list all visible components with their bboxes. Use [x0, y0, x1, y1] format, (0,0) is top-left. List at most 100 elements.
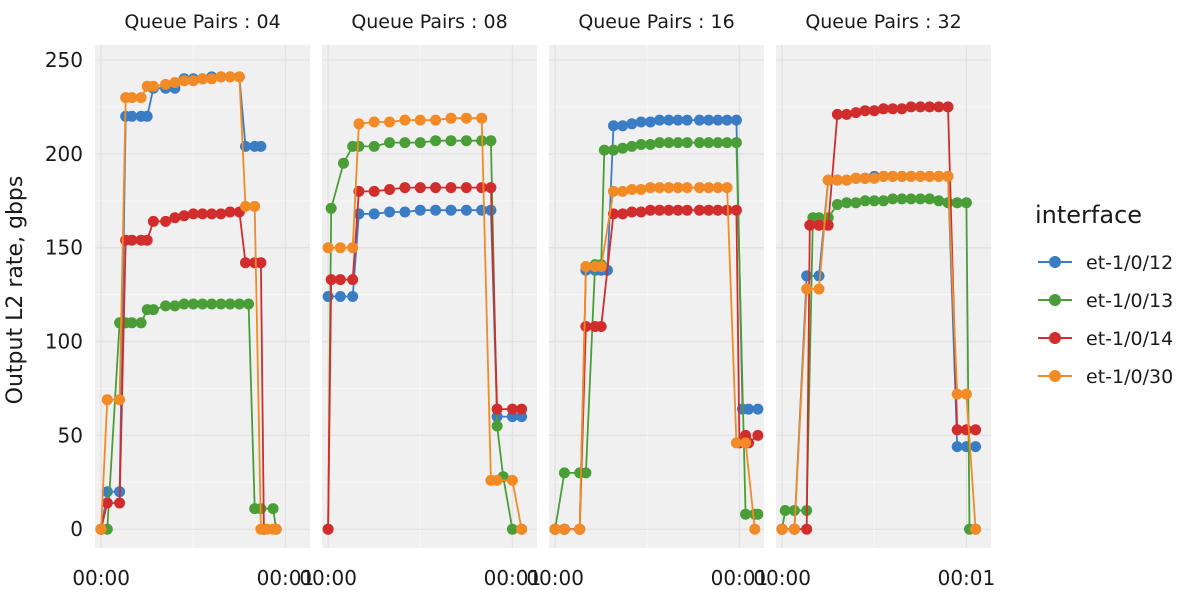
data-point [608, 144, 619, 156]
data-point [240, 200, 251, 212]
data-point [249, 200, 261, 212]
data-point [712, 114, 724, 126]
data-point [822, 174, 834, 186]
data-point [841, 174, 853, 186]
data-point [672, 182, 684, 194]
series-et-1-0-30 [549, 182, 761, 535]
data-point [399, 114, 411, 126]
data-point [896, 193, 908, 205]
y-tick-label: 0 [70, 517, 83, 541]
series-et-1-0-30 [776, 170, 982, 535]
panel-2: Queue Pairs : 08 00:00 00:01 [299, 11, 541, 590]
data-point [255, 140, 267, 152]
data-point [694, 114, 705, 126]
data-point [914, 193, 926, 205]
data-point [878, 103, 889, 115]
data-point [460, 204, 472, 216]
data-point [169, 300, 181, 312]
data-point [951, 424, 963, 436]
data-point [859, 105, 871, 117]
data-point [951, 441, 963, 453]
data-point [712, 137, 724, 149]
data-point [626, 140, 638, 152]
data-point [95, 523, 107, 535]
data-point [721, 182, 733, 194]
data-point [644, 116, 656, 128]
data-point [414, 114, 426, 126]
data-point [516, 523, 528, 535]
data-point [384, 116, 396, 128]
data-point [942, 170, 954, 182]
data-point [951, 197, 963, 209]
panel-title: Queue Pairs : 08 [351, 11, 507, 33]
data-point [141, 110, 153, 122]
data-point [445, 135, 457, 147]
x-tick-label: 00:01 [484, 566, 542, 590]
data-point [859, 195, 871, 207]
data-point [694, 182, 705, 194]
data-point [752, 403, 764, 415]
data-point [491, 474, 503, 486]
data-point [460, 112, 472, 124]
data-point [334, 242, 346, 254]
data-point [368, 140, 380, 152]
data-point [178, 210, 190, 222]
data-point [558, 523, 570, 535]
data-point [608, 185, 619, 197]
data-point [334, 291, 346, 302]
y-tick-label: 200 [45, 142, 83, 166]
data-point [197, 73, 208, 85]
data-point [270, 523, 282, 535]
data-point [635, 139, 647, 150]
legend-key-point [1049, 294, 1061, 306]
panel-1: Queue Pairs : 04 00:00 00:01 [72, 11, 314, 590]
data-point [347, 274, 359, 286]
data-point [703, 182, 715, 194]
data-point [224, 71, 236, 83]
data-point [730, 204, 742, 216]
data-point [491, 403, 503, 415]
data-point [703, 204, 715, 216]
data-point [663, 182, 675, 194]
data-point [549, 523, 561, 535]
data-point [644, 182, 656, 194]
data-point [694, 204, 705, 216]
data-point [206, 298, 218, 310]
data-point [752, 508, 764, 520]
data-point [721, 137, 733, 149]
series-et-1-0-14 [95, 206, 270, 535]
data-point [960, 197, 972, 209]
data-point [126, 92, 138, 104]
data-point [740, 437, 752, 449]
y-tick-label: 150 [45, 236, 83, 260]
data-point [595, 261, 607, 272]
data-point [654, 114, 666, 126]
data-point [813, 270, 825, 282]
data-point [598, 144, 610, 156]
data-point [430, 182, 442, 194]
data-point [663, 204, 675, 216]
data-point [712, 204, 724, 216]
data-point [187, 208, 199, 220]
data-point [178, 75, 190, 87]
y-tick-label: 250 [45, 48, 83, 72]
data-point [485, 182, 497, 194]
data-point [663, 137, 675, 149]
series-et-1-0-30 [95, 71, 282, 535]
data-point [160, 78, 172, 90]
data-point [841, 108, 853, 120]
data-point [712, 182, 724, 194]
data-point [868, 172, 880, 184]
data-point [681, 137, 693, 149]
data-point [859, 172, 871, 184]
legend-label: et-1/0/30 [1086, 366, 1173, 388]
legend-item: et-1/0/13 [1038, 290, 1173, 312]
data-point [147, 80, 159, 92]
x-tick-label: 00:01 [938, 566, 996, 590]
data-point [850, 197, 862, 209]
data-point [135, 92, 147, 104]
data-point [924, 170, 936, 182]
series-et-1-0-14 [322, 182, 528, 535]
data-point [878, 170, 889, 182]
